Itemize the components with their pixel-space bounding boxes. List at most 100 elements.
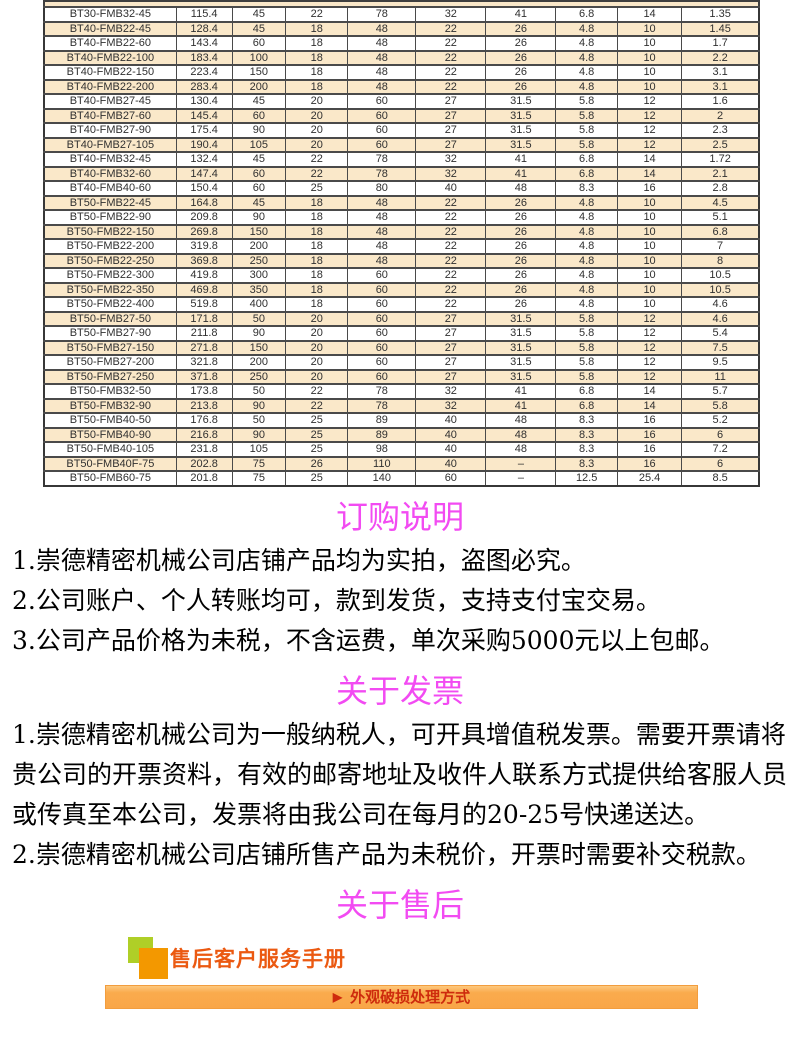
- value-cell: 22: [415, 296, 487, 312]
- value-cell: 5.8: [555, 339, 618, 356]
- table-row: BT40-FMB22-45 128.4 45 18 48 22 26 4.8 10 1.45: [43, 20, 760, 37]
- value-cell: 18: [285, 296, 349, 312]
- value-cell: 32: [415, 397, 487, 414]
- value-cell: 4.8: [555, 281, 618, 298]
- value-cell: 22: [415, 238, 487, 254]
- value-cell: 32: [415, 165, 487, 182]
- value-cell: 321.8: [175, 354, 233, 370]
- model-cell: BT40-FMB40-60: [43, 180, 177, 196]
- value-cell: 31.5: [485, 93, 557, 109]
- value-cell: 31.5: [485, 354, 557, 370]
- value-cell: 27: [415, 310, 487, 327]
- value-cell: 22: [415, 223, 487, 240]
- value-cell: 40: [415, 426, 487, 443]
- section-title-order: 订购说明: [335, 497, 464, 536]
- value-cell: 10: [616, 281, 683, 298]
- table-row: BT50-FMB40F-75 202.8 75 26 110 40–8.3 16 6: [43, 455, 760, 472]
- table-row: BT50-FMB40-50 176.8 50 25 89 40 48 8.3 16 5.2: [43, 412, 760, 428]
- value-cell: 105: [231, 441, 287, 457]
- model-cell: BT50-FMB40-90: [43, 426, 177, 443]
- value-cell: 18: [285, 238, 349, 254]
- table-row: BT40-FMB22-200 283.4 200 18 48 22 26 4.8 10 3.1: [43, 78, 760, 95]
- value-cell: 20: [285, 93, 349, 109]
- model-cell: BT50-FMB22-400: [43, 296, 177, 312]
- value-cell: 48: [347, 223, 417, 240]
- value-cell: 31.5: [485, 325, 557, 341]
- value-cell: 5.8: [555, 93, 618, 109]
- value-cell: 1.45: [681, 20, 760, 37]
- table-row: BT40-FMB22-60 143.4 60 18 48 22 26 4.8 10 1.7: [43, 35, 760, 51]
- table-row: BT50-FMB22-90 209.8 90 18 48 22 26 4.8 10 5.1: [43, 209, 760, 225]
- value-cell: 89: [347, 412, 417, 428]
- value-cell: 1.35: [681, 6, 760, 22]
- value-cell: 150: [231, 64, 287, 80]
- table-row: BT50-FMB22-350 469.8 350 18 60 22 26 4.8 10 10.5: [43, 281, 760, 298]
- table-row: BT40-FMB32-60 147.4 60 22 78 32 41 6.8 14 2.1: [43, 165, 760, 182]
- value-cell: 22: [415, 35, 487, 51]
- value-cell: 10: [616, 194, 683, 211]
- value-cell: 1.72: [681, 151, 760, 167]
- value-cell: 26: [485, 267, 557, 283]
- value-cell: 5.8: [681, 397, 760, 414]
- value-cell: 12: [616, 325, 683, 341]
- value-cell: 27: [415, 93, 487, 109]
- value-cell: 25.4: [616, 470, 683, 486]
- value-cell: 48: [347, 35, 417, 51]
- value-cell: 5.8: [555, 107, 618, 124]
- clipped-table-row: [43, 0, 760, 6]
- value-cell: 60: [347, 368, 417, 385]
- value-cell: 45: [231, 20, 287, 37]
- table-row: BT50-FMB27-90 211.8 90 20 60 27 31.5 5.8 12 5.4: [43, 325, 760, 341]
- value-cell: 26: [485, 194, 557, 211]
- value-cell: 18: [285, 281, 349, 298]
- model-cell: BT40-FMB22-60: [43, 35, 177, 51]
- value-cell: 4.8: [555, 194, 618, 211]
- value-cell: 26: [485, 49, 557, 66]
- value-cell: 31.5: [485, 339, 557, 356]
- spec-table-section: BT30-FMB32-45 115.4 45 22 78 32 41 6.8 14 1.35 BT4…: [43, 0, 760, 487]
- value-cell: 5.8: [555, 310, 618, 327]
- value-cell: 41: [485, 383, 557, 399]
- value-cell: 40: [415, 455, 487, 472]
- value-cell: 22: [415, 252, 487, 269]
- model-cell: BT40-FMB32-45: [43, 151, 177, 167]
- model-cell: BT40-FMB22-150: [43, 64, 177, 80]
- list-item: 1.崇德精密机械公司店铺产品均为实拍，盗图必究。: [12, 545, 586, 575]
- value-cell: 211.8: [175, 325, 233, 341]
- value-cell: 150: [231, 339, 287, 356]
- value-cell: 25: [285, 426, 349, 443]
- value-cell: 4.8: [555, 78, 618, 95]
- table-row: BT50-FMB27-250 371.8 250 20 60 27 31.5 5.8 12 11: [43, 368, 760, 385]
- value-cell: 12: [616, 310, 683, 327]
- table-row: BT30-FMB32-45 115.4 45 22 78 32 41 6.8 14 1.35: [43, 6, 760, 22]
- value-cell: 164.8: [175, 194, 233, 211]
- value-cell: 4.5: [681, 194, 760, 211]
- value-cell: 78: [347, 6, 417, 22]
- value-cell: 80: [347, 180, 417, 196]
- value-cell: 22: [415, 20, 487, 37]
- value-cell: 14: [616, 383, 683, 399]
- value-cell: 271.8: [175, 339, 233, 356]
- value-cell: 26: [485, 20, 557, 37]
- value-cell: 3.1: [681, 78, 760, 95]
- model-cell: BT50-FMB22-45: [43, 194, 177, 211]
- value-cell: 12: [616, 122, 683, 138]
- model-cell: BT40-FMB27-60: [43, 107, 177, 124]
- model-cell: BT50-FMB22-200: [43, 238, 177, 254]
- value-cell: 78: [347, 151, 417, 167]
- model-cell: BT50-FMB22-350: [43, 281, 177, 298]
- value-cell: 18: [285, 64, 349, 80]
- value-cell: 2: [681, 107, 760, 124]
- value-cell: 3.1: [681, 64, 760, 80]
- value-cell: 90: [231, 209, 287, 225]
- value-cell: 60: [347, 354, 417, 370]
- value-cell: 20: [285, 107, 349, 124]
- model-cell: BT50-FMB27-50: [43, 310, 177, 327]
- table-row: BT50-FMB22-150 269.8 150 18 48 22 26 4.8 10 6.8: [43, 223, 760, 240]
- value-cell: 18: [285, 49, 349, 66]
- value-cell: 60: [347, 136, 417, 153]
- value-cell: 41: [485, 165, 557, 182]
- value-cell: 27: [415, 354, 487, 370]
- value-cell: 150: [231, 223, 287, 240]
- value-cell: 60: [347, 339, 417, 356]
